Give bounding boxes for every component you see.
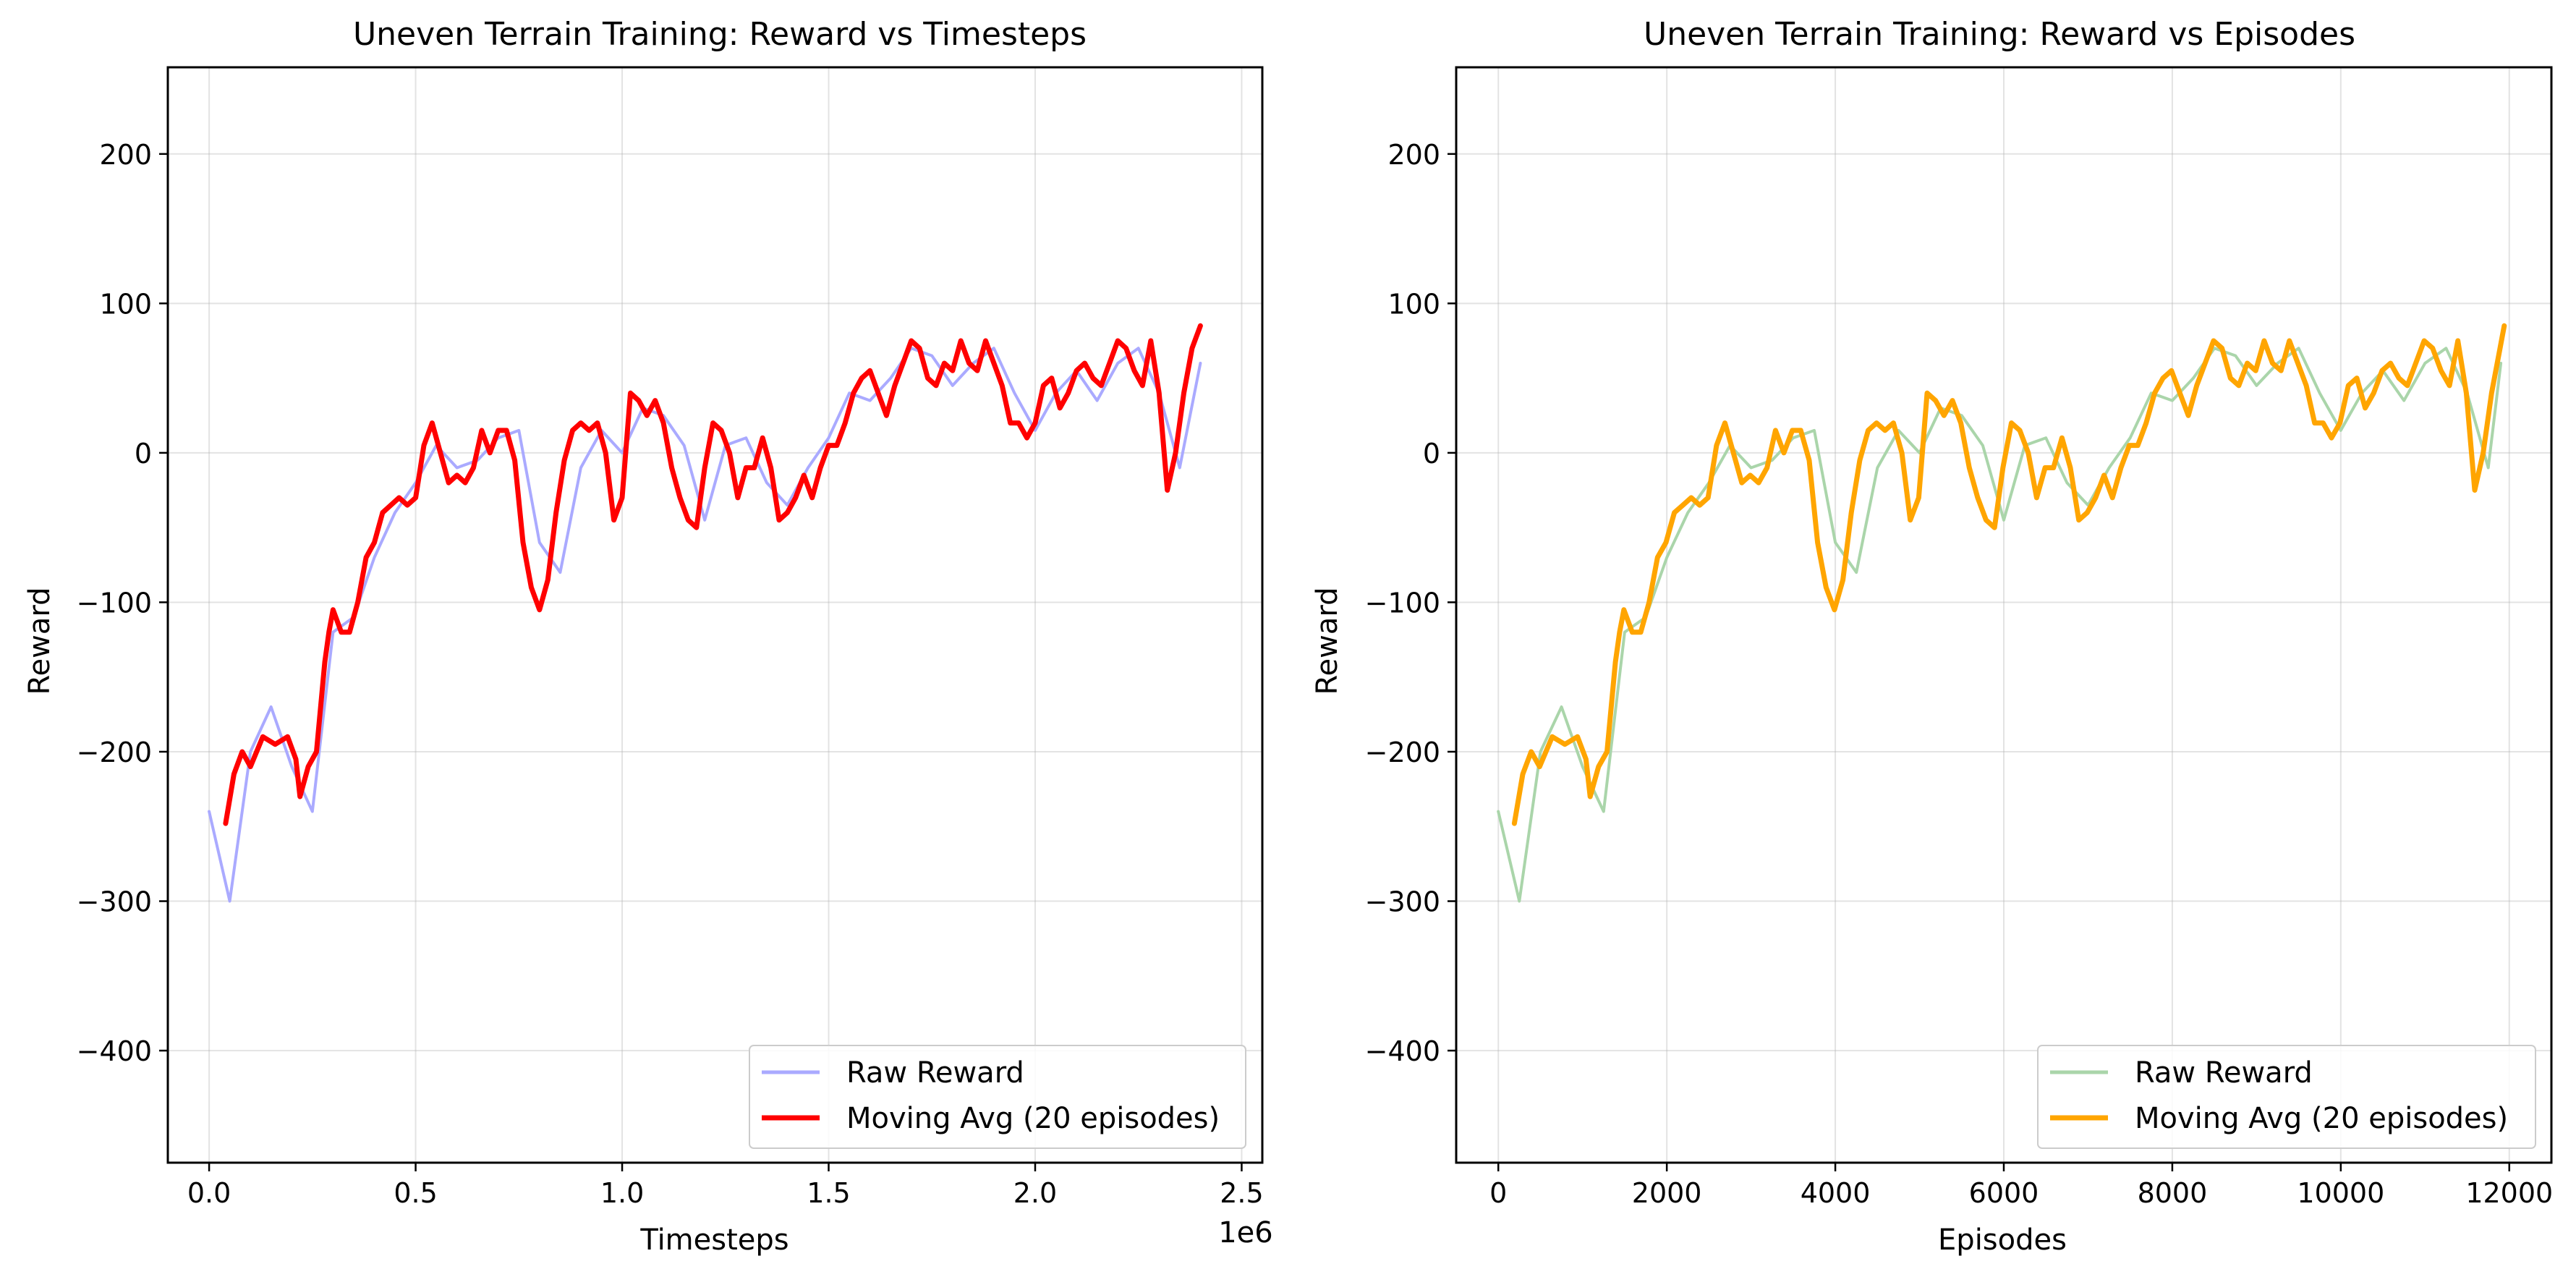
plot-frame <box>166 66 1264 1164</box>
chart-panel-timesteps: Uneven Terrain Training: Reward vs Times… <box>23 16 1273 1257</box>
y-tick-label: 100 <box>99 288 152 320</box>
y-tick-label: −200 <box>1365 737 1440 768</box>
x-tick-label: 2000 <box>1632 1177 1702 1209</box>
legend-box <box>749 1045 1246 1149</box>
chart-panel-episodes: Uneven Terrain Training: Reward vs Episo… <box>1311 16 2553 1257</box>
legend: Raw Reward Moving Avg (20 episodes) <box>2037 1045 2536 1149</box>
y-tick-label: 200 <box>1387 139 1440 171</box>
series-line-moving-avg <box>1511 323 2507 826</box>
x-axis-label: Timesteps <box>639 1223 788 1257</box>
y-tick-label: −200 <box>77 737 152 768</box>
legend-box <box>2037 1045 2536 1149</box>
grid <box>168 67 1262 1163</box>
series-layer <box>208 323 1203 903</box>
x-tick-label: 0 <box>1489 1177 1507 1209</box>
series-line-raw-reward <box>208 347 1202 903</box>
legend: Raw Reward Moving Avg (20 episodes) <box>749 1045 1246 1149</box>
y-tick-label: −100 <box>77 587 152 619</box>
y-tick-label: 0 <box>135 438 152 470</box>
series-line-raw-reward <box>1497 347 2503 903</box>
y-tick-label: 0 <box>1423 438 1440 470</box>
y-tick-label: −300 <box>77 886 152 918</box>
x-tick-label: 2.0 <box>1013 1177 1057 1209</box>
y-tick-label: −400 <box>77 1035 152 1067</box>
plot-frame <box>1455 66 2553 1164</box>
x-tick-label: 12000 <box>2465 1177 2553 1209</box>
series-line-moving-avg <box>223 323 1203 826</box>
x-tick-label: 8000 <box>2138 1177 2208 1209</box>
x-tick-label: 0.5 <box>394 1177 437 1209</box>
x-axis-offset-label: 1e6 <box>1218 1216 1273 1250</box>
x-tick-label: 4000 <box>1801 1177 1871 1209</box>
chart-title: Uneven Terrain Training: Reward vs Times… <box>353 16 1087 53</box>
tick-labels: −400 −300 −200 −100 0 100 200 0.0 0.5 1.0 1.5 2.0 2.… <box>77 139 1264 1209</box>
x-tick-label: 6000 <box>1969 1177 2039 1209</box>
x-tick-label: 10000 <box>2297 1177 2384 1209</box>
chart-title: Uneven Terrain Training: Reward vs Episo… <box>1644 16 2355 53</box>
y-tick-label: −100 <box>1365 587 1440 619</box>
x-tick-label: 1.0 <box>600 1177 644 1209</box>
series-layer <box>1497 323 2507 903</box>
y-axis-label: Reward <box>23 587 56 695</box>
y-tick-label: −400 <box>1365 1035 1440 1067</box>
legend-label-avg: Moving Avg (20 episodes) <box>846 1102 1220 1135</box>
legend-label-raw: Raw Reward <box>846 1056 1024 1090</box>
y-axis-label: Reward <box>1311 587 1344 695</box>
x-tick-label: 2.5 <box>1220 1177 1263 1209</box>
x-tick-label: 0.0 <box>187 1177 231 1209</box>
x-axis-label: Episodes <box>1938 1223 2067 1257</box>
y-tick-label: 200 <box>99 139 152 171</box>
legend-label-raw: Raw Reward <box>2135 1056 2313 1090</box>
y-tick-label: 100 <box>1387 288 1440 320</box>
legend-label-avg: Moving Avg (20 episodes) <box>2135 1102 2508 1135</box>
x-tick-label: 1.5 <box>807 1177 850 1209</box>
y-tick-label: −300 <box>1365 886 1440 918</box>
